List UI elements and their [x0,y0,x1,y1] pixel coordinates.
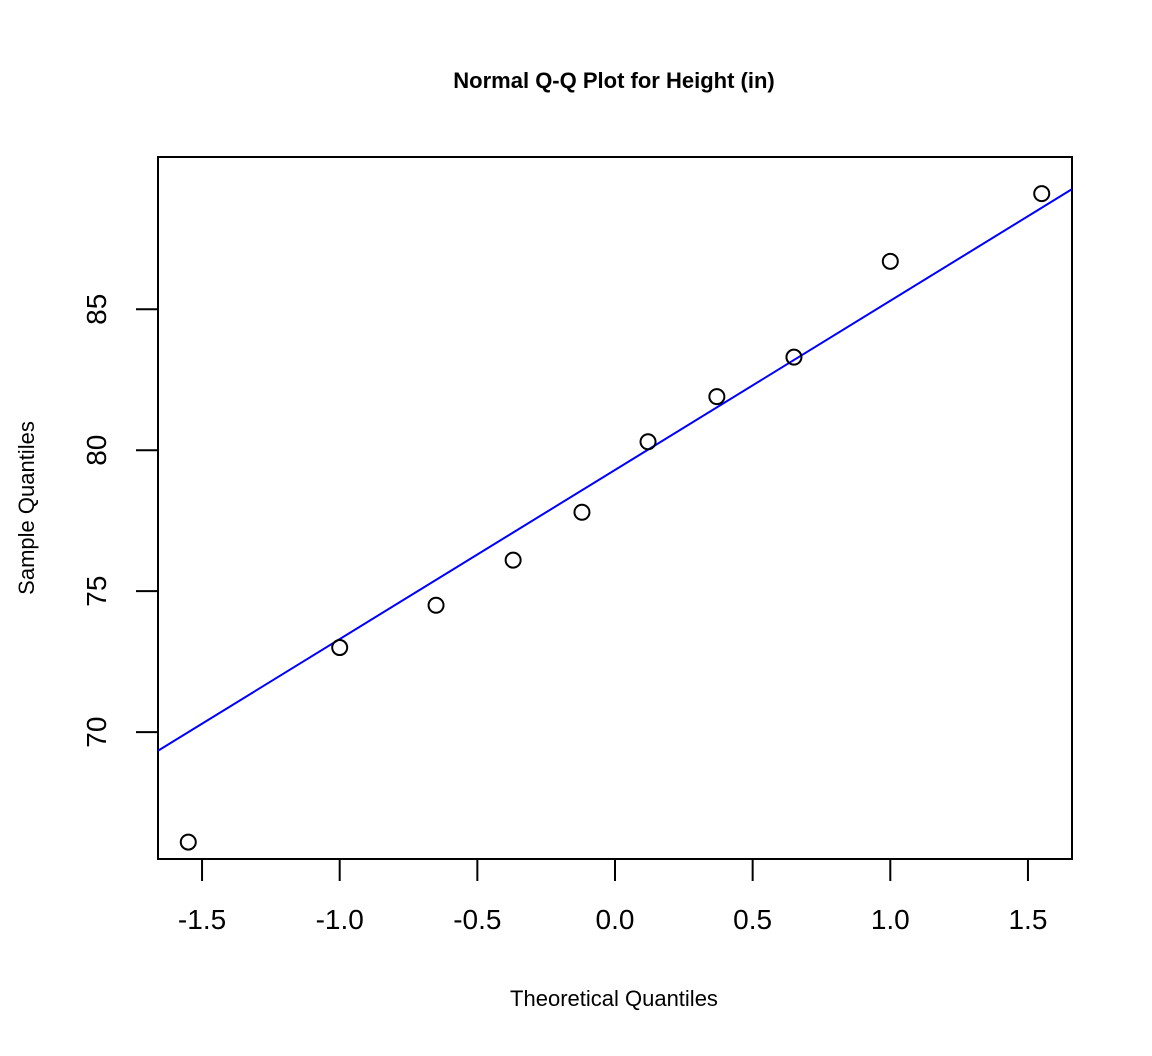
y-tick-label: 85 [81,294,112,325]
data-point [881,252,899,270]
data-point [427,596,445,614]
x-tick-label: 0.5 [733,904,772,935]
y-axis: 70 75 80 85 [81,294,159,748]
y-tick-label: 80 [81,435,112,466]
data-point [785,348,803,366]
x-tick-label: -1.0 [316,904,364,935]
data-point [639,433,657,451]
x-axis: -1.5 -1.0 -0.5 0.0 0.5 1.0 1.5 [178,858,1047,935]
y-tick-label: 70 [81,717,112,748]
data-point [708,388,726,406]
x-axis-label: Theoretical Quantiles [510,986,718,1011]
data-point [331,639,349,657]
reference-line [157,188,1073,752]
x-tick-label: -1.5 [178,904,226,935]
x-tick-label: 0.0 [596,904,635,935]
points-layer [179,185,1051,851]
reference-line-layer [157,188,1073,752]
chart-title: Normal Q-Q Plot for Height (in) [453,68,774,93]
data-point [504,551,522,569]
data-point [179,833,197,851]
y-tick-label: 75 [81,576,112,607]
x-tick-label: 1.0 [871,904,910,935]
y-axis-label: Sample Quantiles [14,421,39,595]
data-point [573,503,591,521]
plot-frame [157,156,1073,860]
x-tick-label: -0.5 [453,904,501,935]
data-point [1033,185,1051,203]
x-tick-label: 1.5 [1008,904,1047,935]
